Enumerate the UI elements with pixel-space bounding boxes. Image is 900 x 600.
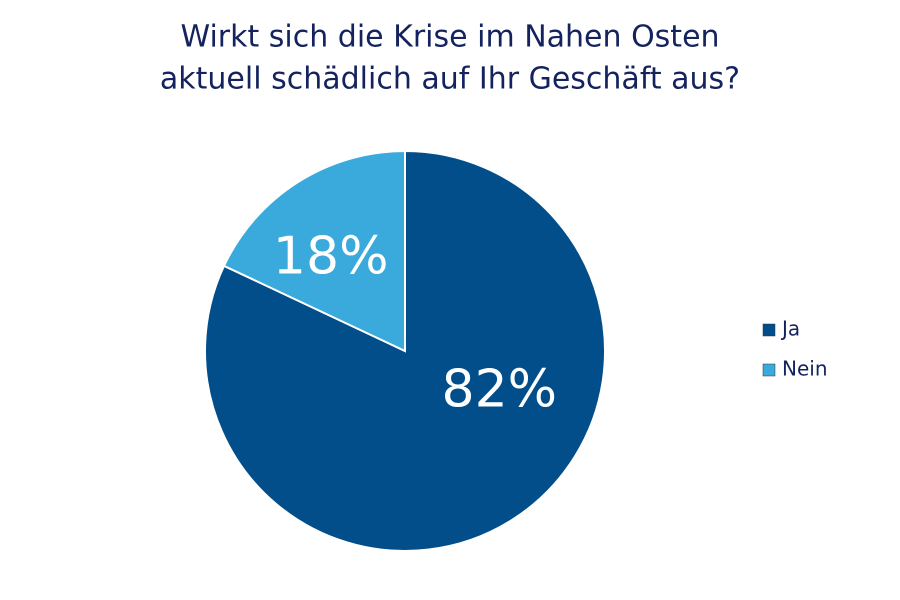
value-label: 18%	[273, 227, 389, 287]
legend-swatch	[762, 323, 776, 337]
legend-swatch	[762, 363, 776, 377]
chart-title: Wirkt sich die Krise im Nahen Osten	[180, 20, 719, 55]
legend-label: Nein	[782, 357, 828, 381]
value-label: 82%	[442, 359, 558, 419]
pie-slice	[222, 149, 406, 353]
legend-label: Ja	[780, 317, 800, 341]
chart-title: aktuell schädlich auf Ihr Geschäft aus?	[160, 62, 740, 97]
